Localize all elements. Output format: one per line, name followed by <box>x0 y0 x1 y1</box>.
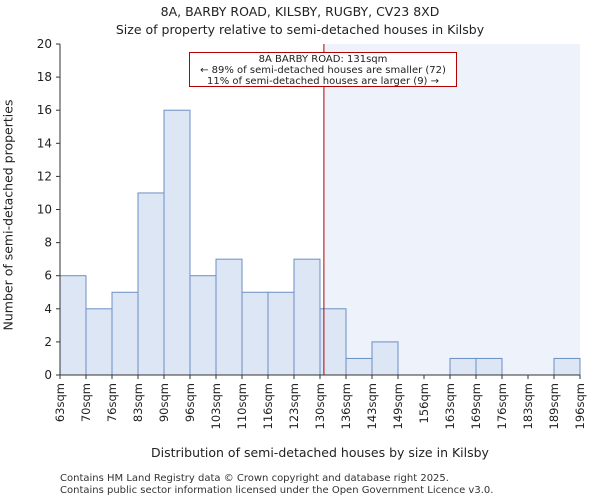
x-tick-label: 189sqm <box>547 383 561 429</box>
bar <box>163 109 191 376</box>
bar <box>371 341 399 376</box>
annotation-box: 8A BARBY ROAD: 131sqm ← 89% of semi-deta… <box>189 52 457 87</box>
x-tick-label: 183sqm <box>521 383 535 429</box>
x-axis-label: Distribution of semi-detached houses by … <box>151 445 489 460</box>
footer-line-2: Contains public sector information licen… <box>60 485 494 496</box>
x-tick-label: 136sqm <box>339 383 353 429</box>
chart-subtitle: Size of property relative to semi-detach… <box>115 22 485 37</box>
x-tick-label: 130sqm <box>313 383 327 429</box>
annotation-line-3: 11% of semi-detached houses are larger (… <box>206 76 440 87</box>
x-tick-label: 149sqm <box>391 383 405 429</box>
bar <box>137 192 165 376</box>
x-tick-label: 169sqm <box>469 383 483 429</box>
bar <box>475 357 503 376</box>
bar <box>189 275 217 376</box>
x-tick-label: 63sqm <box>53 383 67 422</box>
bar <box>59 275 87 376</box>
x-tick-label: 70sqm <box>79 383 93 422</box>
annotation-line-2: ← 89% of semi-detached houses are smalle… <box>200 65 446 76</box>
bar <box>553 357 581 376</box>
x-tick-label: 196sqm <box>573 383 587 429</box>
bar <box>267 291 295 376</box>
bar <box>449 357 477 376</box>
y-tick-label: 0 <box>44 368 52 382</box>
bar <box>241 291 269 376</box>
x-tick-label: 156qm <box>417 383 431 423</box>
bar <box>293 258 321 376</box>
y-tick-label: 2 <box>44 335 52 349</box>
x-tick-label: 90sqm <box>157 383 171 422</box>
y-tick-label: 20 <box>37 37 52 51</box>
footer-line-1: Contains HM Land Registry data © Crown c… <box>60 473 449 484</box>
y-tick-label: 4 <box>44 302 52 316</box>
highlight-region <box>323 44 580 375</box>
bar <box>111 291 139 376</box>
bar <box>215 258 243 376</box>
y-tick-label: 18 <box>37 70 52 84</box>
bar <box>345 357 373 376</box>
y-tick-label: 6 <box>44 269 52 283</box>
x-tick-label: 103sqm <box>209 383 223 429</box>
y-axis-label: Number of semi-detached properties <box>0 99 16 331</box>
y-tick-label: 16 <box>37 103 52 117</box>
x-tick-label: 176sqm <box>495 383 509 429</box>
x-tick-label: 116sqm <box>261 383 275 429</box>
y-tick-label: 8 <box>44 236 52 250</box>
x-tick-label: 96sqm <box>183 383 197 422</box>
x-tick-label: 123sqm <box>287 383 301 429</box>
annotation-line-1: 8A BARBY ROAD: 131sqm <box>258 54 388 65</box>
y-tick-label: 12 <box>37 169 52 183</box>
chart-title: 8A, BARBY ROAD, KILSBY, RUGBY, CV23 8XD <box>160 4 440 19</box>
x-tick-label: 110sqm <box>235 383 249 429</box>
x-tick-label: 143sqm <box>365 383 379 429</box>
x-tick-label: 163sqm <box>443 383 457 429</box>
y-tick-label: 10 <box>37 203 52 217</box>
y-tick-label: 14 <box>37 136 52 150</box>
x-tick-label: 76sqm <box>105 383 119 422</box>
bar <box>85 308 113 376</box>
x-tick-label: 83sqm <box>131 383 145 422</box>
